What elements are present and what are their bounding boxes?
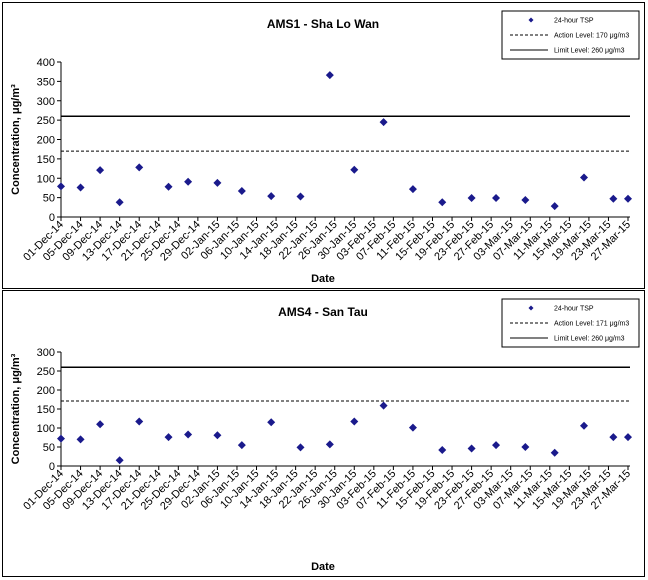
data-point xyxy=(580,173,589,182)
data-point xyxy=(96,166,105,175)
legend-label: Action Level: 171 μg/m3 xyxy=(554,321,629,328)
y-tick-label: 300 xyxy=(37,96,55,108)
y-tick-label: 0 xyxy=(49,212,55,224)
data-point xyxy=(184,430,193,439)
chart-ams1: AMS1 - Sha Lo Wan 0 50 100 150 200 250 300 350 40… xyxy=(10,10,640,285)
x-axis-title: Date xyxy=(311,273,335,285)
data-point xyxy=(492,194,501,203)
data-point xyxy=(325,71,334,80)
data-point xyxy=(213,431,222,440)
legend-marker xyxy=(528,305,534,311)
data-point xyxy=(379,118,388,127)
data-point xyxy=(521,195,530,204)
data-point xyxy=(550,448,559,457)
chart-title: AMS4 - San Tau xyxy=(278,305,368,319)
data-point xyxy=(237,441,246,450)
data-point xyxy=(379,401,388,410)
y-tick-label: 100 xyxy=(37,173,55,185)
legend-label: 24-hour TSP xyxy=(554,306,594,313)
y-tick-label: 250 xyxy=(37,115,55,127)
legend-label: Limit Level: 260 μg/m3 xyxy=(554,336,625,343)
data-point xyxy=(115,198,124,207)
legend-label: Limit Level: 260 μg/m3 xyxy=(554,48,625,55)
data-point xyxy=(408,185,417,194)
y-tick-label: 400 xyxy=(37,57,55,69)
data-point xyxy=(609,433,618,442)
y-tick-label: 150 xyxy=(37,404,55,416)
data-point xyxy=(135,417,144,426)
y-tick-label: 300 xyxy=(37,347,55,359)
data-point xyxy=(624,194,632,203)
y-tick-label: 200 xyxy=(37,385,55,397)
data-point xyxy=(624,433,632,442)
legend-box xyxy=(501,10,640,60)
data-point xyxy=(164,433,173,442)
data-point xyxy=(296,443,305,452)
data-point xyxy=(237,187,246,196)
y-tick-label: 350 xyxy=(37,76,55,88)
data-point xyxy=(76,183,85,192)
data-point xyxy=(115,456,124,465)
data-point xyxy=(609,194,618,203)
y-tick-label: 100 xyxy=(37,423,55,435)
chart-title: AMS1 - Sha Lo Wan xyxy=(267,17,379,31)
y-axis-title: Concentration, μg/m³ xyxy=(10,353,22,464)
data-point xyxy=(296,192,305,201)
y-tick-label: 0 xyxy=(49,461,55,473)
data-point xyxy=(408,423,417,432)
data-point xyxy=(96,420,105,429)
data-point xyxy=(492,441,501,450)
data-point xyxy=(467,444,476,453)
data-point xyxy=(184,177,193,186)
y-axis-title: Concentration, μg/m³ xyxy=(10,84,22,195)
y-tick-label: 150 xyxy=(37,154,55,166)
legend-box xyxy=(501,298,640,348)
chart-panel-ams1: AMS1 - Sha Lo Wan 0 50 100 150 200 250 300 350 40… xyxy=(2,2,645,289)
legend-label: 24-hour TSP xyxy=(554,18,594,25)
data-point xyxy=(213,178,222,187)
data-point xyxy=(57,182,65,191)
data-point xyxy=(521,443,530,451)
data-point xyxy=(57,434,65,443)
data-point xyxy=(550,202,559,211)
data-point xyxy=(267,418,276,427)
legend-marker xyxy=(528,17,534,23)
data-point xyxy=(135,163,144,172)
data-point xyxy=(350,417,359,426)
chart-panel-ams4: AMS4 - San Tau 0 50 100 150 200 250 300 01-Dec-1… xyxy=(2,290,645,577)
chart-ams4: AMS4 - San Tau05010015020025030001-Dec-1… xyxy=(10,298,640,573)
legend-label: Action Level: 170 μg/m3 xyxy=(554,33,629,40)
data-point xyxy=(350,165,359,174)
y-tick-label: 50 xyxy=(43,193,55,205)
y-tick-label: 250 xyxy=(37,366,55,378)
data-point xyxy=(76,435,85,444)
y-tick-label: 200 xyxy=(37,135,55,147)
data-point xyxy=(164,182,173,191)
data-point xyxy=(467,194,476,203)
y-tick-label: 50 xyxy=(43,442,55,454)
data-point xyxy=(580,421,589,430)
data-point xyxy=(438,198,447,207)
x-axis-title: Date xyxy=(311,561,335,573)
data-point xyxy=(325,440,334,449)
data-point xyxy=(267,192,276,201)
data-point xyxy=(438,446,447,455)
